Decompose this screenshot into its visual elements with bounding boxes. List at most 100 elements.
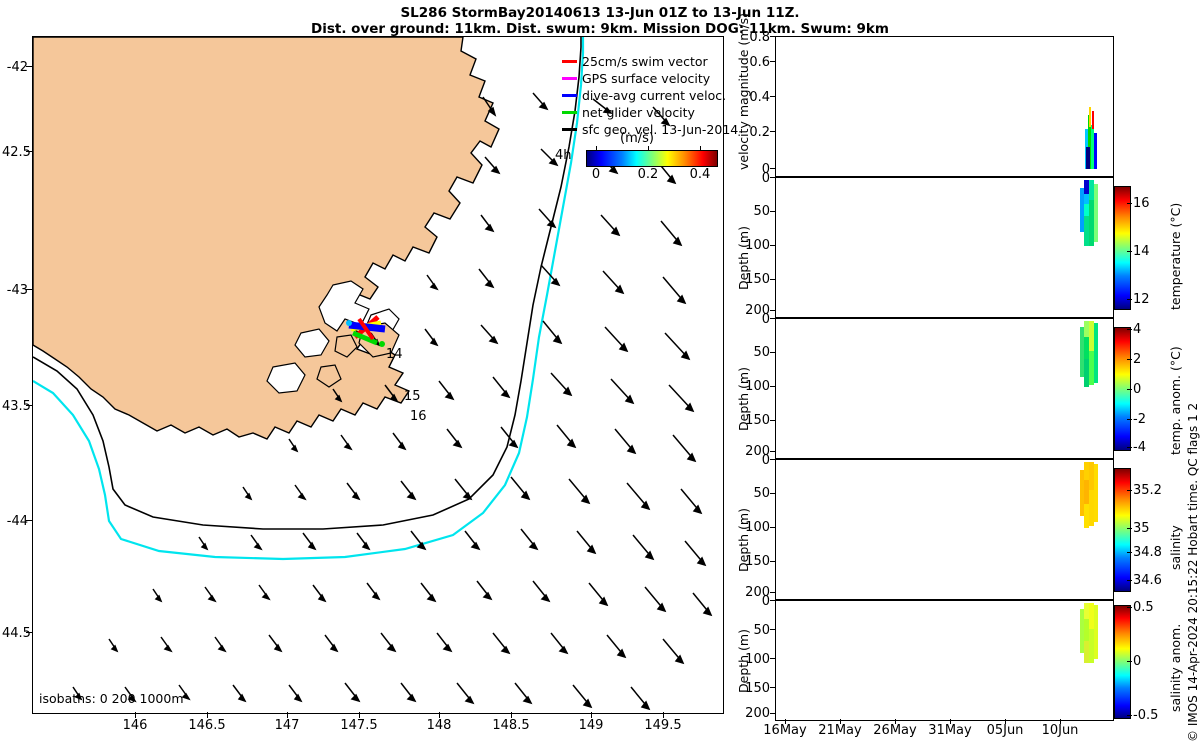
panel-temperature-anomaly[interactable] [775,318,1114,459]
temperature-colorbar [1114,186,1131,310]
legend-label-dive-avg: dive-avg current veloc. [582,88,727,103]
map-colorbar-tick-2: 0.4 [689,167,711,182]
map-legend: 25cm/s swim vector GPS surface velocity … [562,53,738,138]
salinity-section [1080,462,1098,528]
map-xtick-6: 149 [578,718,604,733]
isobath-1000m [33,37,585,561]
sal-cb-tick-346: 34.6 [1133,573,1162,588]
page-title: SL286 StormBay20140613 13-Jun 01Z to 13-… [0,5,1200,37]
map-ytick-4: -44 [6,514,28,529]
tanom-ytick-150: 150 [745,413,770,428]
ts-xtick-5: 10Jun [1041,723,1079,738]
sanom-ytick-100: 100 [745,652,770,667]
legend-swatch-sfc-geo [562,128,577,131]
map-xtick-7: 149.5 [644,718,682,733]
tanom-cb-tick-0: 0 [1133,382,1142,397]
map-colorbar-tick-1: 0.2 [637,167,659,182]
glider-velocity-vectors [346,315,386,347]
legend-item-net-glider: net glider velocity [562,104,738,121]
map-colorbar-unit: (m/s) [620,131,654,146]
panel-salinity-anomaly[interactable] [775,600,1114,721]
vel-ytick-0: 0 [761,162,770,177]
temp-ytick-200: 200 [745,303,770,318]
vel-ytick-06: 0.6 [749,55,770,70]
ts-xtick-1: 21May [818,723,862,738]
vel-ytick-04: 0.4 [749,90,770,105]
panel-temp-anomaly-ylabel: Depth (m) [736,367,751,431]
legend-item-gps-surface: GPS surface velocity [562,70,738,87]
legend-swatch-gps-surface [562,77,577,80]
salinity-colorbar [1114,468,1131,592]
map-xtick-2: 147 [274,718,300,733]
legend-label-net-glider: net glider velocity [582,105,695,120]
temp-ytick-150: 150 [745,272,770,287]
salinity-colorbar-label: salinity [1168,525,1183,570]
legend-label-swim-vector: 25cm/s swim vector [582,54,708,69]
map-xtick-3: 147.5 [340,718,378,733]
temp-ytick-50: 50 [753,204,770,219]
panel-salinity-ylabel: Depth (m) [736,508,751,572]
map-xtick-1: 146.5 [188,718,226,733]
sanom-ytick-200: 200 [745,706,770,721]
map-ytick-2: -43 [6,283,28,298]
panel-velocity-magnitude[interactable] [775,36,1114,177]
temp-cb-tick-16: 16 [1133,196,1150,211]
bay-inlet-4 [266,362,306,394]
title-line-1: SL286 StormBay20140613 13-Jun 01Z to 13-… [400,5,800,21]
island-3 [316,364,342,388]
track-label-14: 14 [386,347,403,362]
tanom-ytick-200: 200 [745,444,770,459]
map-colorbar-tick-0: 0 [591,167,601,182]
map-ytick-0: -42 [6,60,28,75]
legend-item-dive-avg: dive-avg current veloc. [562,87,738,104]
tanom-cb-tick-m4: -4 [1133,440,1146,455]
sal-ytick-100: 100 [745,520,770,535]
legend-label-gps-surface: GPS surface velocity [582,71,711,86]
velocity-magnitude-data [1085,107,1097,169]
tanom-cb-tick-2: 2 [1133,352,1142,367]
bay-inlet-3 [294,328,330,358]
temp-cb-tick-14: 14 [1133,244,1150,259]
salinity-anomaly-colorbar-label: salinity anom. [1168,623,1183,712]
temp-cb-tick-12: 12 [1133,292,1150,307]
map-plot[interactable]: isobaths: 0 200 1000m 14 15 16 4h [32,36,724,714]
tanom-ytick-50: 50 [753,345,770,360]
legend-swatch-swim-vector [562,60,577,63]
vel-ytick-08: 0.8 [749,30,770,45]
track-label-15: 15 [404,389,421,404]
salinity-anomaly-trace [1080,603,1098,663]
legend-swatch-dive-avg [562,94,577,97]
sanom-cb-tick-0: 0 [1133,654,1142,669]
title-line-2: Dist. over ground: 11km. Dist. swum: 9km… [311,21,889,37]
temp-ytick-100: 100 [745,238,770,253]
sal-cb-tick-35: 35 [1133,521,1150,536]
sanom-ytick-0: 0 [761,594,770,609]
ts-xtick-3: 31May [928,723,972,738]
salinity-trace [1080,462,1098,528]
legend-item-sfc-geo: sfc geo. vel. 13-Jun-2014 [562,121,738,138]
sanom-ytick-50: 50 [753,623,770,638]
panel-salinity[interactable] [775,459,1114,600]
temp-anomaly-section [1080,321,1098,387]
vel-ytick-02: 0.2 [749,125,770,140]
map-xtick-5: 148.5 [492,718,530,733]
temperature-trace [1080,180,1098,246]
legend-label-sfc-geo: sfc geo. vel. 13-Jun-2014 [582,122,739,137]
tanom-cb-tick-4: 4 [1133,322,1142,337]
sanom-cb-tick-05: 0.5 [1133,600,1154,615]
isobath-annotation: isobaths: 0 200 1000m [39,691,184,706]
temperature-colorbar-label: temperature (°C) [1168,202,1183,310]
ts-xtick-0: 16May [763,723,807,738]
panel-temperature[interactable] [775,177,1114,318]
temperature-section [1080,180,1098,246]
ts-xtick-4: 05Jun [986,723,1024,738]
map-ytick-3: 43.5 [2,399,31,414]
map-ytick-5: 44.5 [2,626,31,641]
current-vector-field [72,92,713,711]
sal-cb-tick-348: 34.8 [1133,545,1162,560]
velocity-trace [1085,107,1097,169]
temp-ytick-0: 0 [761,171,770,186]
legend-swatch-net-glider [562,111,577,114]
salinity-anomaly-section [1080,603,1098,663]
sal-ytick-150: 150 [745,554,770,569]
